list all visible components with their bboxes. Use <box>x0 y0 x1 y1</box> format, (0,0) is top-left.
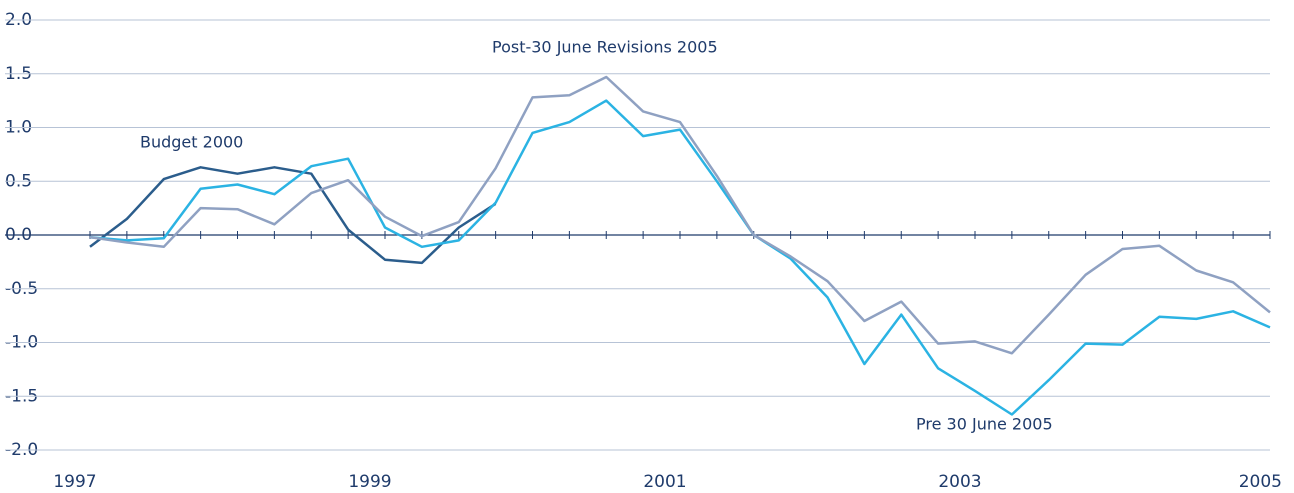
series-label: Budget 2000 <box>140 133 243 152</box>
x-tick-label: 2001 <box>643 472 686 492</box>
series-line <box>89 75 1271 355</box>
x-tick-label: 2005 <box>1239 472 1282 492</box>
x-tick-label: 1999 <box>348 472 391 492</box>
series-line <box>89 166 497 265</box>
x-tick-label: 1997 <box>53 472 96 492</box>
series-label: Pre 30 June 2005 <box>916 415 1053 434</box>
series-line <box>89 99 1271 416</box>
series-label: Post-30 June Revisions 2005 <box>492 38 718 57</box>
x-tick-label: 2003 <box>938 472 981 492</box>
